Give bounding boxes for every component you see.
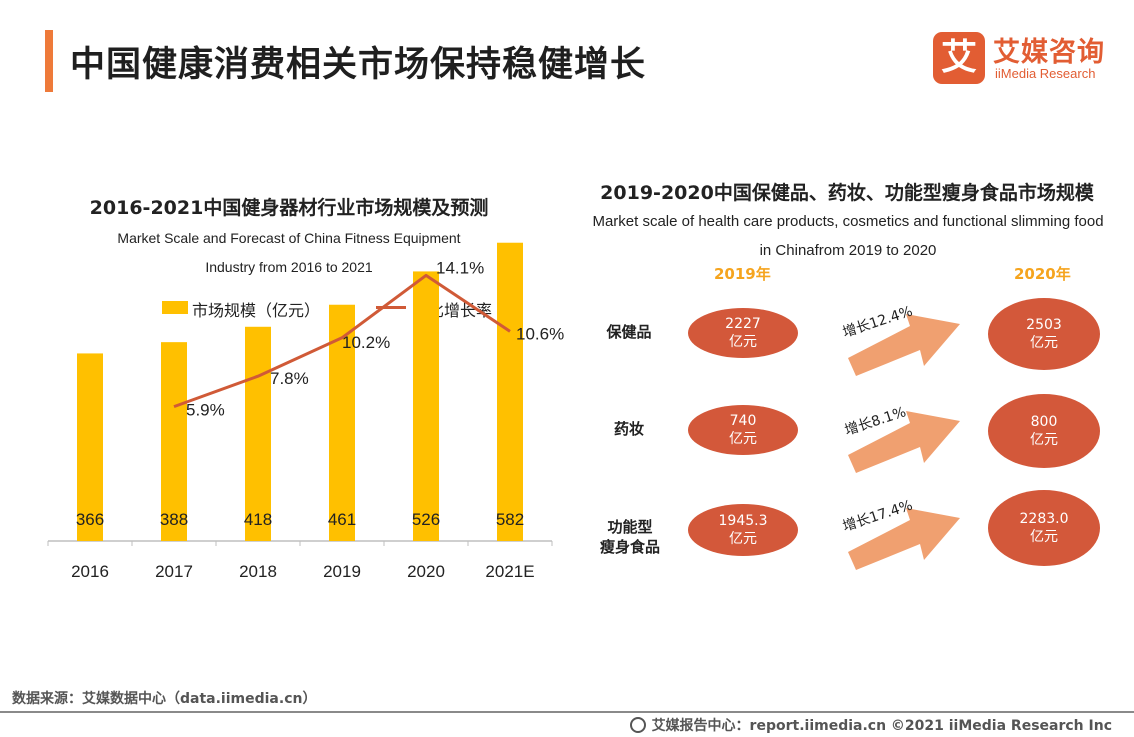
x-tick-label: 2017 xyxy=(155,562,193,581)
oval-unit: 亿元 xyxy=(729,431,757,447)
page-title: 中国健康消费相关市场保持稳健增长 xyxy=(70,45,647,85)
category-label-health-products: 保健品 xyxy=(606,323,652,341)
right-panel-subtitle-2: in Chinafrom 2019 to 2020 xyxy=(759,242,937,259)
line-value-label: 14.1% xyxy=(436,258,484,277)
line-value-label: 10.6% xyxy=(516,324,564,343)
globe-icon xyxy=(629,717,646,733)
left-chart-subtitle-1: Market Scale and Forecast of China Fitne… xyxy=(117,230,461,246)
left-chart-subtitle-2: Industry from 2016 to 2021 xyxy=(205,259,373,275)
growth-arrow-health-products xyxy=(840,288,968,378)
value-oval-2020-cosmeceuticals: 800 亿元 xyxy=(988,394,1100,468)
right-panel-title: 2019-2020中国保健品、药妆、功能型瘦身食品市场规模 xyxy=(600,182,1094,204)
brand-logo[interactable]: 艾 艾媒咨询 iiMedia Research xyxy=(933,32,1123,88)
oval-unit: 亿元 xyxy=(729,334,757,350)
growth-arrow-cosmeceuticals xyxy=(840,385,968,475)
value-oval-2020-slimming-food: 2283.0 亿元 xyxy=(988,490,1100,566)
oval-unit: 亿元 xyxy=(1030,432,1058,448)
bar-2021E xyxy=(497,242,523,541)
category-label-cosmeceuticals: 药妆 xyxy=(613,420,644,438)
line-value-label: 10.2% xyxy=(342,333,390,352)
title-accent-bar xyxy=(45,30,53,92)
footer-copyright: 艾媒报告中心：report.iimedia.cn ©2021 iiMedia R… xyxy=(629,715,1112,735)
bar-2019 xyxy=(329,304,355,541)
x-tick-label: 2016 xyxy=(71,562,109,581)
bar-2016 xyxy=(77,353,103,541)
left-chart-title: 2016-2021中国健身器材行业市场规模及预测 xyxy=(89,197,489,219)
bar-value-label: 388 xyxy=(160,510,188,529)
bar-value-label: 366 xyxy=(76,510,104,529)
x-tick-label: 2019 xyxy=(323,562,361,581)
arrow-shape xyxy=(848,314,960,376)
oval-unit: 亿元 xyxy=(1030,529,1058,545)
x-tick-label: 2018 xyxy=(239,562,277,581)
oval-value: 2283.0 xyxy=(1019,511,1069,527)
legend-swatch-line xyxy=(376,306,406,309)
category-label-line-1: 功能型 xyxy=(607,518,653,536)
value-oval-2019-health-products: 2227 亿元 xyxy=(688,308,798,358)
right-panel-subtitle-1: Market scale of health care products, co… xyxy=(592,213,1104,230)
oval-unit: 亿元 xyxy=(1030,335,1058,351)
bar-2017 xyxy=(161,342,187,541)
logo-mark: 艾 xyxy=(933,32,985,84)
arrow-right-icon xyxy=(848,508,960,570)
bar-value-label: 582 xyxy=(496,510,524,529)
growth-arrow-slimming-food xyxy=(840,482,968,572)
x-tick-label: 2021E xyxy=(485,562,534,581)
oval-unit: 亿元 xyxy=(729,531,757,547)
logo-name-en: iiMedia Research xyxy=(995,66,1096,81)
oval-value: 2227 xyxy=(725,316,761,332)
bar-line-chart: 366 2016 388 2017 418 2018 461 2019 526 2020 582 20… xyxy=(47,242,564,581)
value-oval-2019-cosmeceuticals: 740 亿元 xyxy=(688,405,798,455)
arrow-shape xyxy=(848,508,960,570)
bar-value-label: 418 xyxy=(244,510,272,529)
bar-value-label: 526 xyxy=(412,510,440,529)
growth-rate-line xyxy=(173,273,511,409)
arrow-shape xyxy=(848,411,960,473)
year-label-2020: 2020年 xyxy=(1014,265,1071,283)
legend-swatch-bar xyxy=(162,301,188,314)
category-label-line-2: 瘦身食品 xyxy=(599,538,660,556)
oval-value: 2503 xyxy=(1026,317,1062,333)
line-value-label: 7.8% xyxy=(270,369,309,388)
year-label-2019: 2019年 xyxy=(714,265,771,283)
bar-value-label: 461 xyxy=(328,510,356,529)
category-label-slimming-food: 功能型 瘦身食品 xyxy=(588,517,672,557)
oval-value: 1945.3 xyxy=(718,513,768,529)
footer-divider xyxy=(0,711,1134,713)
footer-copyright-text: 艾媒报告中心：report.iimedia.cn ©2021 iiMedia R… xyxy=(651,718,1112,734)
x-tick-label: 2020 xyxy=(407,562,445,581)
arrow-right-icon xyxy=(848,314,960,376)
oval-value: 740 xyxy=(729,413,757,429)
bar-2020 xyxy=(413,271,439,541)
logo-name-cn: 艾媒咨询 xyxy=(993,37,1105,68)
value-oval-2020-health-products: 2503 亿元 xyxy=(988,298,1100,370)
value-oval-2019-slimming-food: 1945.3 亿元 xyxy=(688,504,798,556)
oval-value: 800 xyxy=(1030,414,1058,430)
legend-label-bar: 市场规模（亿元） xyxy=(192,301,321,320)
arrow-right-icon xyxy=(848,411,960,473)
line-value-label: 5.9% xyxy=(186,401,225,420)
data-source-note: 数据来源：艾媒数据中心（data.iimedia.cn） xyxy=(12,691,317,707)
bar-2018 xyxy=(245,326,271,541)
